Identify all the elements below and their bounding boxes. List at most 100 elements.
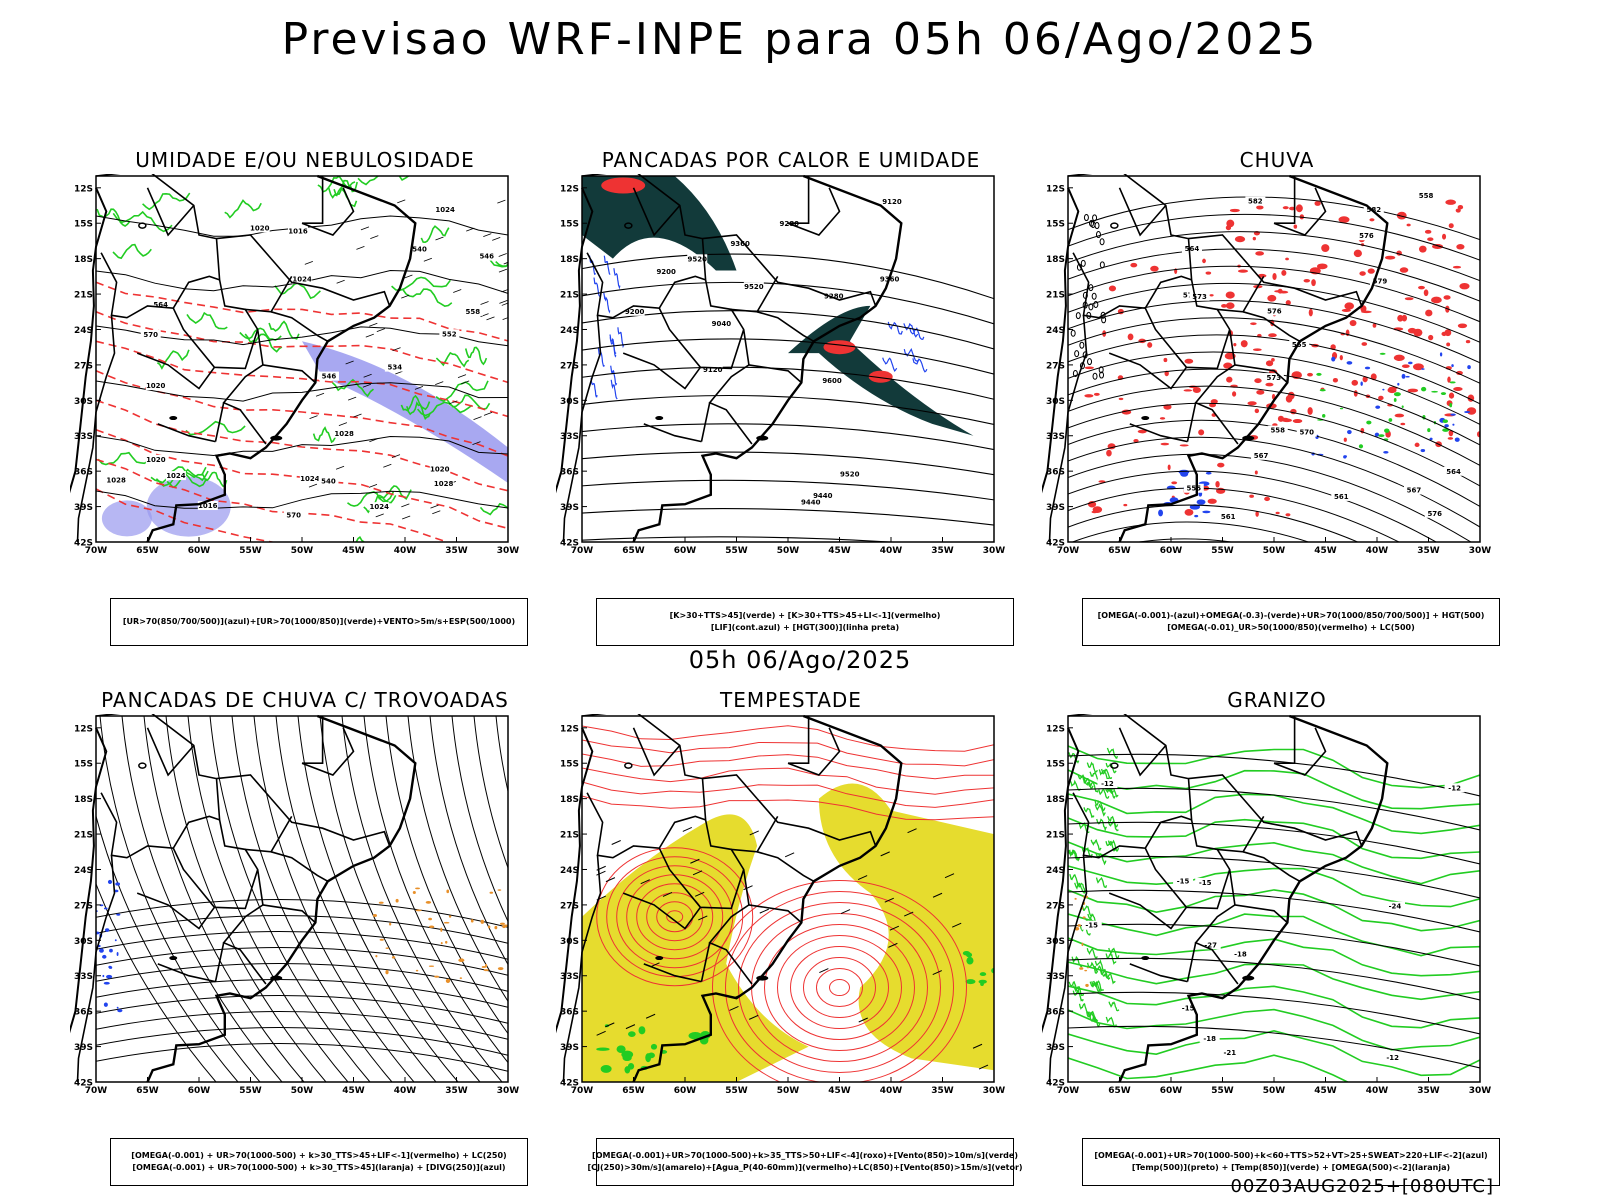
border-line [1118, 727, 1167, 777]
border-line [581, 714, 753, 985]
border-line [787, 187, 841, 236]
field-blob [459, 977, 463, 979]
field-blob [480, 919, 485, 924]
field-blob [600, 1065, 612, 1073]
contour-label: 567 [1407, 487, 1422, 495]
green-contour [1094, 964, 1106, 977]
border-line [756, 258, 877, 307]
field-blob [1396, 211, 1407, 220]
contour-label: 546 [479, 253, 494, 261]
border-line [1217, 275, 1265, 313]
contour-label-bg [1245, 196, 1266, 206]
field-blob [1252, 236, 1256, 241]
green-contour [495, 261, 508, 267]
field-blob [1378, 434, 1385, 438]
wind-vector [362, 383, 372, 388]
field-blob [1202, 510, 1211, 514]
field-blob [1093, 392, 1100, 396]
field-blob [1404, 297, 1414, 301]
temp850-contour [1068, 985, 1480, 1029]
green-contour [1077, 774, 1089, 786]
wind-vector [370, 235, 379, 239]
field-blob [116, 951, 119, 956]
streamline [96, 1043, 508, 1072]
field-blob [1401, 373, 1406, 379]
field-blob [1384, 255, 1396, 260]
border-line [262, 904, 316, 924]
green-contour [112, 243, 152, 260]
temp850-contour [1068, 913, 1480, 957]
green-contour [1069, 874, 1081, 886]
streamline [1068, 231, 1480, 282]
border-line [1234, 904, 1288, 924]
andes-contour [1094, 222, 1100, 230]
border-line [1067, 714, 1239, 985]
green-contour [1083, 807, 1095, 819]
contour-label-bg [1218, 512, 1239, 522]
lat-label: 12S [560, 724, 579, 734]
field-blob [1343, 455, 1347, 459]
field-blob [1442, 419, 1448, 424]
contour-label-bg [1195, 877, 1216, 887]
temp850-contour [1068, 793, 1480, 835]
field-blob [1183, 389, 1193, 392]
streamline [96, 995, 508, 1024]
streamline-red [596, 847, 754, 987]
field-blob [1424, 229, 1432, 234]
streamline-red [725, 891, 954, 1082]
lon-label: 70W [571, 546, 594, 556]
lon-label: 60W [1160, 546, 1183, 556]
west-coastline [556, 727, 594, 1034]
border-line [1072, 792, 1192, 859]
contour-label: 561 [1334, 493, 1349, 501]
field-blob [109, 948, 113, 953]
border-line [95, 174, 267, 445]
border-line [1186, 942, 1197, 982]
streamline [297, 716, 459, 1082]
map-svg: 1016102010201016102010201024102410281028… [70, 174, 519, 556]
contour-label: -15 [1199, 879, 1212, 887]
lat-label: 15S [560, 760, 579, 770]
streamline-red [816, 968, 863, 1008]
field-blob [1374, 432, 1380, 437]
contour-label: 9520 [744, 283, 764, 291]
field-blob [1207, 498, 1217, 504]
streamline [96, 963, 508, 992]
field-blob [99, 948, 104, 953]
contour-label-bg [1444, 783, 1465, 793]
wind-vector [907, 828, 917, 834]
contour-label-bg [839, 469, 860, 479]
streamline [1071, 521, 1310, 542]
border-line [1129, 963, 1188, 983]
lif-contour [610, 379, 618, 400]
contour-label: -15 [1085, 922, 1098, 930]
wind-vector [645, 1013, 656, 1019]
field-blob [1085, 983, 1089, 987]
hgt-contour [582, 423, 994, 451]
wind-vector [338, 422, 348, 426]
wind-vector [414, 385, 424, 390]
wind-vector [932, 970, 942, 976]
map-svg: -15 -12 -15 -18 -18 -15 -12 -21 -24 -27 -15 -12 12S 1… [1042, 714, 1491, 1096]
streamline [451, 716, 508, 923]
coastline [1118, 174, 1389, 543]
field-blob [1277, 288, 1283, 294]
lon-label: 50W [1263, 1086, 1286, 1096]
streamline [96, 882, 217, 1082]
lon-label: 60W [188, 1086, 211, 1096]
contour-label: 558 [466, 308, 481, 316]
field-blob [1384, 428, 1390, 433]
lon-label: 35W [445, 1086, 468, 1096]
lat-label: 15S [560, 220, 579, 230]
field-blob [1308, 308, 1313, 317]
wind-vector [461, 380, 470, 385]
hgt-contour [582, 281, 994, 325]
lat-label: 36S [560, 1008, 579, 1018]
green-contour [1107, 815, 1119, 828]
lif-contour [617, 327, 625, 349]
field-blob [385, 969, 389, 975]
wind-vector [759, 908, 769, 914]
lon-label: 60W [674, 546, 697, 556]
field-blob [1369, 218, 1375, 222]
streamline-red [636, 883, 714, 951]
